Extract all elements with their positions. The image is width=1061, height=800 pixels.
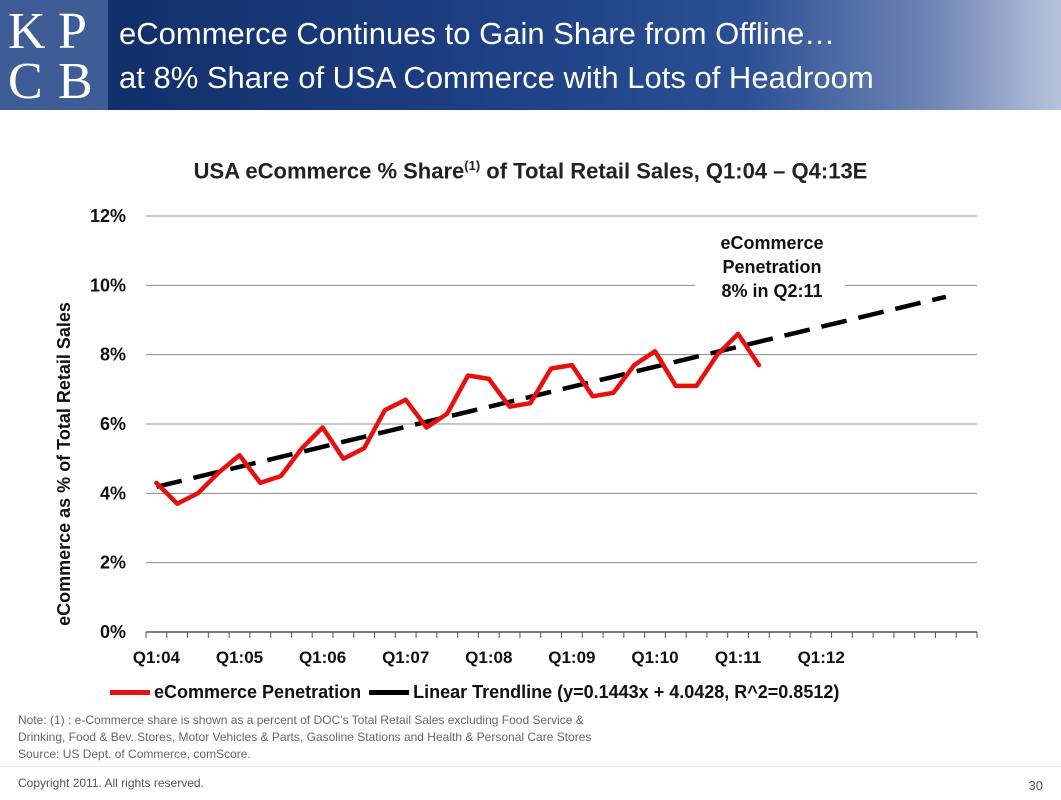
x-tick-label: Q1:09 <box>548 648 595 667</box>
data-point <box>279 474 283 478</box>
y-tick-label: 4% <box>100 483 126 503</box>
annotation-line: Penetration <box>722 257 821 277</box>
data-point <box>175 502 179 506</box>
source-line: Source: US Dept. of Commerce, comScore. <box>18 747 251 761</box>
logo-letter-b: B <box>58 53 93 110</box>
chart-title-footnote-mark: (1) <box>464 158 481 173</box>
x-tick-label: Q1:04 <box>133 648 181 667</box>
legend-swatch-trendline <box>369 690 410 695</box>
chart-legend: eCommerce Penetration Linear Trendline (… <box>110 682 839 703</box>
y-axis-label: eCommerce as % of Total Retail Sales <box>54 302 74 626</box>
data-point <box>362 446 366 450</box>
data-point <box>632 363 636 367</box>
data-point <box>300 446 304 450</box>
x-tick-label: Q1:11 <box>715 648 761 667</box>
y-tick-label: 10% <box>90 275 126 295</box>
x-tick-label: Q1:10 <box>631 648 678 667</box>
gridlines <box>146 215 977 564</box>
logo-letter-k: K <box>8 3 46 60</box>
data-point <box>404 398 408 402</box>
data-point <box>591 394 595 398</box>
annotation-layer: eCommerce Penetration 8% in Q2:11 <box>695 228 845 301</box>
x-tick-label: Q1:05 <box>216 648 263 667</box>
trendline <box>155 294 947 490</box>
data-point <box>466 373 470 377</box>
legend-label-penetration: eCommerce Penetration <box>154 682 362 702</box>
data-point <box>549 367 553 371</box>
footnotes: Note: (1) : e-Commerce share is shown as… <box>18 712 591 763</box>
note-line-2: Drinking, Food & Bev. Stores, Motor Vehi… <box>18 730 592 744</box>
data-point <box>237 453 241 457</box>
chart-title: USA eCommerce % Share(1) of Total Retail… <box>0 158 1061 184</box>
footer-divider <box>0 766 1061 767</box>
data-point <box>736 332 740 336</box>
data-point <box>258 481 262 485</box>
y-tick-label: 0% <box>100 622 126 642</box>
y-tick-label: 12% <box>90 206 126 226</box>
data-point <box>321 425 325 429</box>
data-point <box>695 384 699 388</box>
data-point <box>154 481 158 485</box>
x-tick-label: Q1:08 <box>465 648 512 667</box>
annotation-background <box>695 228 845 300</box>
chart-title-rest: of Total Retail Sales, Q1:04 – Q4:13E <box>480 158 868 184</box>
data-point <box>196 491 200 495</box>
data-point <box>570 363 574 367</box>
data-point <box>653 349 657 353</box>
chart-title-main: USA eCommerce % Share <box>193 158 465 184</box>
data-point <box>715 353 719 357</box>
x-tick-label: Q1:12 <box>798 648 845 667</box>
slide-title-line-1: eCommerce Continues to Gain Share from O… <box>119 16 836 51</box>
kpcb-logo: K P C B <box>0 0 108 110</box>
data-point <box>757 363 761 367</box>
y-tick-label: 6% <box>100 414 126 434</box>
logo-letter-p: P <box>58 3 87 60</box>
annotation-line: 8% in Q2:11 <box>721 281 822 301</box>
data-point <box>445 412 449 416</box>
data-point <box>528 401 532 405</box>
data-point <box>383 408 387 412</box>
data-point <box>674 384 678 388</box>
data-point <box>508 405 512 409</box>
x-tick-label: Q1:06 <box>299 648 346 667</box>
data-point <box>611 391 615 395</box>
y-tick-label: 8% <box>100 345 126 365</box>
series-layer <box>154 294 947 506</box>
data-point <box>487 377 491 381</box>
y-tick-label: 2% <box>100 553 126 573</box>
logo-letter-c: C <box>8 53 43 110</box>
slide-header: K P C B eCommerce Continues to Gain Shar… <box>0 0 1061 110</box>
legend-label-trendline: Linear Trendline (y=0.1443x + 4.0428, R^… <box>413 682 840 702</box>
legend-swatch-penetration <box>110 690 150 695</box>
axes: 0% 2% 4% 6% 8% 10% 12% Q1:04 Q1:05 Q1:06 Q1:07 Q1:0… <box>54 206 978 667</box>
copyright-text: Copyright 2011. All rights reserved. <box>18 776 204 790</box>
data-point <box>217 471 221 475</box>
data-point <box>341 457 345 461</box>
slide-title-line-2: at 8% Share of USA Commerce with Lots of… <box>119 60 874 95</box>
data-point <box>424 425 428 429</box>
page-number: 30 <box>1028 778 1043 793</box>
annotation-line: eCommerce <box>720 233 823 253</box>
note-line-1: Note: (1) : e-Commerce share is shown as… <box>18 713 584 727</box>
x-tick-label: Q1:07 <box>382 648 429 667</box>
series-line-penetration <box>154 331 762 506</box>
line-chart: 0% 2% 4% 6% 8% 10% 12% Q1:04 Q1:05 Q1:06 Q1:07 Q1:0… <box>54 206 978 667</box>
